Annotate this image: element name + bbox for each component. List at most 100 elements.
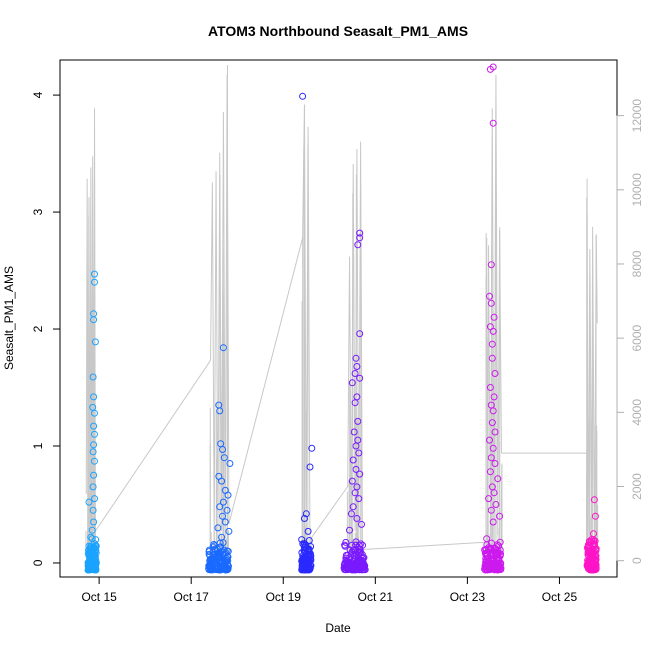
data-point <box>91 553 99 561</box>
data-point <box>218 533 226 541</box>
data-point <box>489 518 497 526</box>
data-point <box>85 546 92 554</box>
data-point <box>489 327 497 335</box>
data-point <box>225 527 233 535</box>
data-point <box>219 344 227 352</box>
data-point <box>353 515 361 522</box>
data-point <box>487 261 495 269</box>
data-point <box>488 419 496 427</box>
data-point <box>350 428 358 436</box>
data-point <box>496 538 504 546</box>
data-point <box>490 313 498 321</box>
data-point <box>486 436 493 444</box>
y-tick-label: 3 <box>31 208 45 215</box>
data-point <box>355 545 363 553</box>
altitude-connector-line <box>362 541 487 551</box>
data-point <box>87 533 95 541</box>
data-point <box>591 512 599 520</box>
data-point <box>342 554 350 562</box>
data-point <box>361 566 369 574</box>
data-point <box>487 546 495 553</box>
data-point <box>301 564 309 572</box>
data-point <box>219 498 227 506</box>
data-point <box>221 518 229 526</box>
data-point <box>489 63 497 71</box>
altitude-series-layer <box>85 65 599 554</box>
data-point <box>301 541 309 549</box>
data-point <box>356 234 364 242</box>
data-point <box>487 506 495 514</box>
x-tick-label: Oct 19 <box>266 590 302 604</box>
data-point <box>488 564 496 572</box>
data-point <box>356 470 364 478</box>
data-point <box>216 407 224 415</box>
data-point <box>298 536 306 544</box>
data-point <box>497 550 505 558</box>
data-point <box>91 409 98 417</box>
data-point <box>342 551 350 559</box>
y-axis: 0 1 2 3 4 <box>31 91 61 566</box>
data-point <box>588 550 596 558</box>
data-point <box>349 562 356 569</box>
data-point <box>220 454 228 462</box>
data-point <box>352 442 360 450</box>
data-point <box>352 354 360 362</box>
y-tick-label: 0 <box>31 559 45 566</box>
data-point <box>88 526 96 534</box>
data-point <box>496 512 504 520</box>
data-point <box>348 541 356 549</box>
data-point <box>492 501 500 508</box>
data-point <box>84 561 92 569</box>
data-point <box>482 551 490 559</box>
y2-tick-label: 4000 <box>630 399 644 426</box>
data-point <box>299 92 307 100</box>
data-point <box>489 119 497 127</box>
scatter-points-layer <box>84 63 600 574</box>
data-point <box>495 542 503 550</box>
data-point <box>352 541 360 549</box>
x-axis: Oct 15 Oct 17 Oct 19 Oct 21 Oct 23 Oct 25 <box>81 576 577 604</box>
data-point <box>491 460 499 467</box>
data-point <box>489 556 497 564</box>
data-point <box>483 535 491 543</box>
data-point <box>491 428 499 436</box>
data-point <box>218 477 226 485</box>
data-point <box>356 559 364 567</box>
data-point <box>488 340 496 348</box>
data-point <box>306 463 314 471</box>
data-point <box>91 457 98 465</box>
y2-tick-label: 0 <box>630 557 644 564</box>
data-point <box>219 512 226 520</box>
data-point <box>351 370 359 377</box>
data-point <box>91 338 99 346</box>
data-point <box>219 446 226 453</box>
data-point <box>351 399 359 407</box>
data-point <box>356 548 364 556</box>
x-axis-label: Date <box>325 621 351 635</box>
y2-tick-label: 10000 <box>630 173 644 207</box>
data-point <box>349 456 357 464</box>
data-point <box>356 229 364 237</box>
data-point <box>351 489 359 497</box>
data-point <box>91 495 98 503</box>
data-point <box>590 557 598 565</box>
altitude-series-line <box>210 74 230 543</box>
data-point <box>485 564 493 572</box>
data-point <box>352 465 360 473</box>
data-point <box>349 503 357 511</box>
data-point <box>490 393 498 401</box>
data-point <box>89 448 97 456</box>
data-point <box>90 518 98 526</box>
data-point <box>348 379 356 387</box>
data-point <box>486 292 493 300</box>
data-point <box>486 468 494 476</box>
data-point <box>486 384 494 391</box>
data-point <box>356 330 364 338</box>
data-point <box>305 537 313 544</box>
data-point <box>90 316 98 324</box>
data-point <box>356 374 364 382</box>
data-point <box>355 495 363 503</box>
data-point <box>347 510 355 518</box>
data-point <box>91 565 99 573</box>
